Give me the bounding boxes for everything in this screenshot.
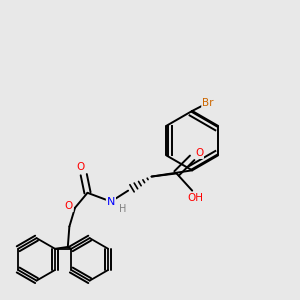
Text: O: O bbox=[64, 201, 73, 211]
Text: N: N bbox=[107, 196, 115, 207]
Text: O: O bbox=[76, 162, 85, 172]
Text: Br: Br bbox=[202, 98, 214, 108]
Text: O: O bbox=[195, 148, 203, 158]
Text: OH: OH bbox=[187, 194, 203, 203]
Text: H: H bbox=[119, 204, 127, 214]
